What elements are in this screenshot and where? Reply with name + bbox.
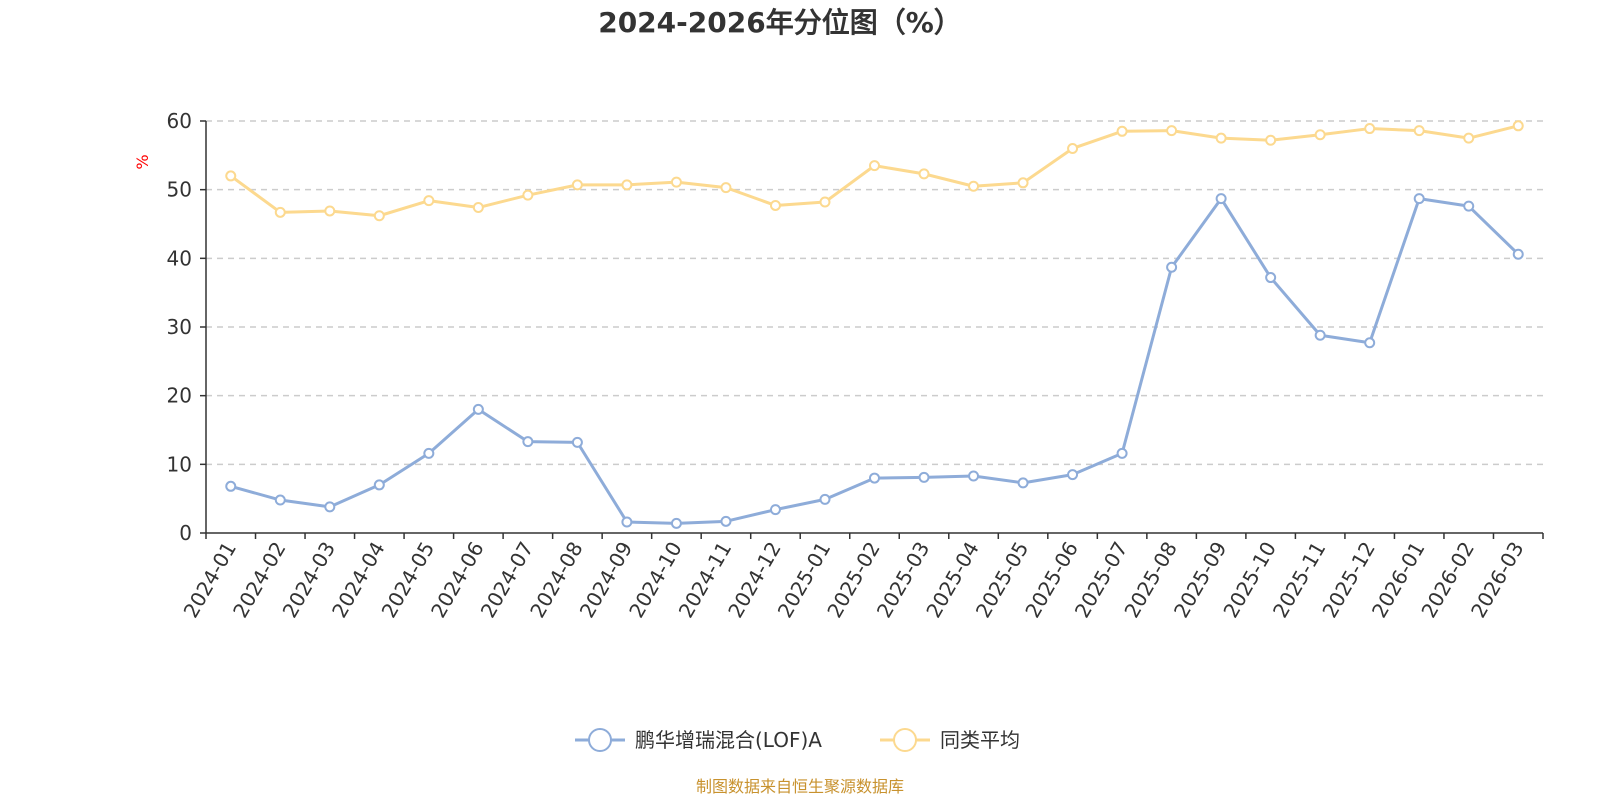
data-point[interactable] <box>1215 193 1227 205</box>
data-point[interactable] <box>1116 447 1128 459</box>
data-point[interactable] <box>968 180 980 192</box>
data-point[interactable] <box>1314 329 1326 341</box>
legend-label: 同类平均 <box>940 728 1020 752</box>
data-point[interactable] <box>324 205 336 217</box>
chart-title: 2024-2026年分位图（%） <box>598 6 962 39</box>
data-point[interactable] <box>472 202 484 214</box>
legend-item-0[interactable]: 鹏华增瑞混合(LOF)A <box>575 728 822 752</box>
data-point[interactable] <box>1512 120 1524 132</box>
data-point[interactable] <box>1116 125 1128 137</box>
data-point[interactable] <box>1413 193 1425 205</box>
data-point[interactable] <box>1364 337 1376 349</box>
source-note: 制图数据来自恒生聚源数据库 <box>696 777 904 796</box>
legend[interactable]: 鹏华增瑞混合(LOF)A 同类平均 <box>575 728 1020 752</box>
y-tick-label: 10 <box>167 452 192 476</box>
y-axis-unit: % <box>133 154 152 169</box>
x-axis-ticks: 2024-012024-022024-032024-042024-052024-… <box>179 533 1544 622</box>
series-1 <box>225 120 1524 222</box>
data-point[interactable] <box>1017 477 1029 489</box>
data-point[interactable] <box>274 494 286 506</box>
data-point[interactable] <box>1512 248 1524 260</box>
y-tick-label: 50 <box>167 178 192 202</box>
data-point[interactable] <box>621 516 633 528</box>
data-point[interactable] <box>769 199 781 211</box>
legend-item-1[interactable]: 同类平均 <box>880 728 1020 752</box>
data-point[interactable] <box>423 195 435 207</box>
data-point[interactable] <box>720 182 732 194</box>
data-point[interactable] <box>918 168 930 180</box>
data-point[interactable] <box>225 480 237 492</box>
data-point[interactable] <box>869 160 880 172</box>
data-point[interactable] <box>819 196 831 208</box>
data-point[interactable] <box>1463 132 1475 144</box>
data-point[interactable] <box>968 470 980 482</box>
legend-label: 鹏华增瑞混合(LOF)A <box>635 728 822 752</box>
data-point[interactable] <box>1166 125 1178 137</box>
data-point[interactable] <box>373 210 385 222</box>
data-point[interactable] <box>1067 142 1079 154</box>
data-point[interactable] <box>1017 177 1029 189</box>
data-point[interactable] <box>670 176 682 188</box>
data-point[interactable] <box>819 493 831 505</box>
data-point[interactable] <box>1265 134 1277 146</box>
series-group <box>225 120 1524 529</box>
data-point[interactable] <box>1463 200 1475 212</box>
y-tick-label: 60 <box>167 109 192 133</box>
data-point[interactable] <box>720 515 732 527</box>
legend-marker <box>588 728 612 752</box>
data-point[interactable] <box>918 471 930 483</box>
data-point[interactable] <box>1215 132 1227 144</box>
data-point[interactable] <box>1413 125 1425 137</box>
data-point[interactable] <box>472 403 484 415</box>
data-point[interactable] <box>1067 469 1079 481</box>
data-point[interactable] <box>522 189 534 201</box>
y-axis-ticks: 0 10 20 30 40 50 60 <box>167 109 206 545</box>
data-point[interactable] <box>274 206 286 218</box>
data-point[interactable] <box>869 472 880 484</box>
data-point[interactable] <box>324 501 336 513</box>
data-point[interactable] <box>423 447 435 459</box>
y-tick-label: 20 <box>167 384 192 408</box>
series-0 <box>225 193 1524 529</box>
axes <box>205 121 1543 534</box>
y-tick-label: 40 <box>167 246 192 270</box>
grid-lines <box>206 120 1543 466</box>
data-point[interactable] <box>571 436 583 448</box>
y-tick-label: 0 <box>179 521 192 545</box>
data-point[interactable] <box>670 517 682 529</box>
data-point[interactable] <box>1166 261 1178 273</box>
data-point[interactable] <box>1314 129 1326 141</box>
data-point[interactable] <box>522 436 534 448</box>
data-point[interactable] <box>571 179 583 191</box>
data-point[interactable] <box>1364 123 1376 135</box>
legend-marker <box>893 728 917 752</box>
data-point[interactable] <box>225 170 237 182</box>
y-tick-label: 30 <box>167 315 192 339</box>
data-point[interactable] <box>373 479 385 491</box>
data-point[interactable] <box>769 504 781 516</box>
data-point[interactable] <box>621 179 633 191</box>
data-point[interactable] <box>1265 272 1277 284</box>
